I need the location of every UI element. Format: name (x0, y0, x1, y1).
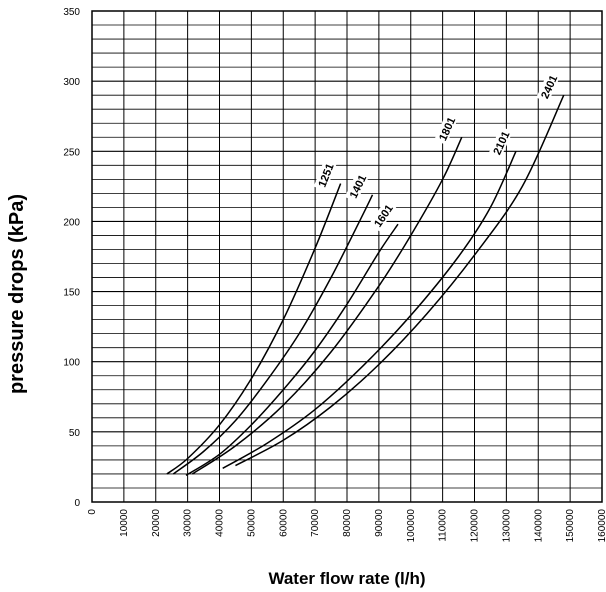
series-label: 1251 (317, 162, 337, 189)
x-tick-label: 0 (87, 509, 98, 515)
y-tick-label: 50 (69, 428, 81, 439)
series-line (172, 194, 374, 475)
series-label-background (344, 169, 370, 203)
series-label: 2401 (539, 74, 560, 101)
series-label: 1401 (348, 173, 370, 200)
x-axis-label: Water flow rate (l/h) (268, 569, 425, 588)
x-tick-label: 100000 (406, 509, 417, 543)
x-tick-label: 70000 (310, 509, 321, 537)
series-label-group: 2101 (488, 126, 513, 160)
x-tick-label: 50000 (246, 509, 257, 537)
series-label: 2101 (491, 130, 512, 157)
x-tick-label: 10000 (119, 509, 130, 537)
series-label-group: 1251 (313, 158, 337, 192)
x-tick-label: 90000 (374, 509, 385, 537)
series-label-background (313, 158, 337, 192)
x-tick-label: 110000 (438, 509, 449, 542)
series-label-background (368, 199, 397, 232)
series-label-background (536, 70, 561, 103)
x-tick-label: 40000 (215, 509, 226, 537)
series-label-background (434, 112, 459, 145)
series-label-group: 1601 (368, 199, 397, 232)
x-tick-label: 80000 (342, 509, 353, 537)
x-tick-label: 130000 (501, 509, 512, 543)
series-label-group: 1401 (344, 169, 370, 203)
x-tick-label: 160000 (597, 509, 606, 543)
series-line (185, 223, 399, 476)
y-tick-label: 100 (63, 358, 80, 369)
series-line (235, 94, 565, 467)
grid (91, 10, 603, 503)
axes: 0 50 100 150 200 250 300 350 0 10000 20000 30000 400… (63, 7, 606, 542)
series-label-group: 2401 (536, 70, 561, 103)
x-tick-label: 60000 (278, 509, 289, 537)
y-tick-label: 0 (74, 498, 80, 509)
y-tick-label: 300 (63, 77, 80, 88)
y-tick-label: 250 (63, 147, 80, 158)
series-line (166, 183, 342, 475)
series-line (192, 136, 463, 475)
x-tick-label: 150000 (565, 509, 576, 543)
x-tick-label: 20000 (151, 509, 162, 537)
series-line (222, 150, 517, 469)
series-label: 1801 (437, 116, 458, 143)
series-label-background (488, 126, 513, 160)
x-tick-label: 140000 (533, 509, 544, 543)
y-axis-label: pressure drops (kPa) (6, 194, 28, 394)
series-label-group: 1801 (434, 112, 459, 145)
y-tick-label: 350 (63, 7, 80, 18)
y-tick-label: 200 (63, 217, 80, 228)
x-tick-label: 120000 (470, 509, 481, 543)
x-tick-label: 30000 (183, 509, 194, 537)
plot-frame (91, 10, 603, 503)
y-tick-label: 150 (63, 288, 80, 299)
